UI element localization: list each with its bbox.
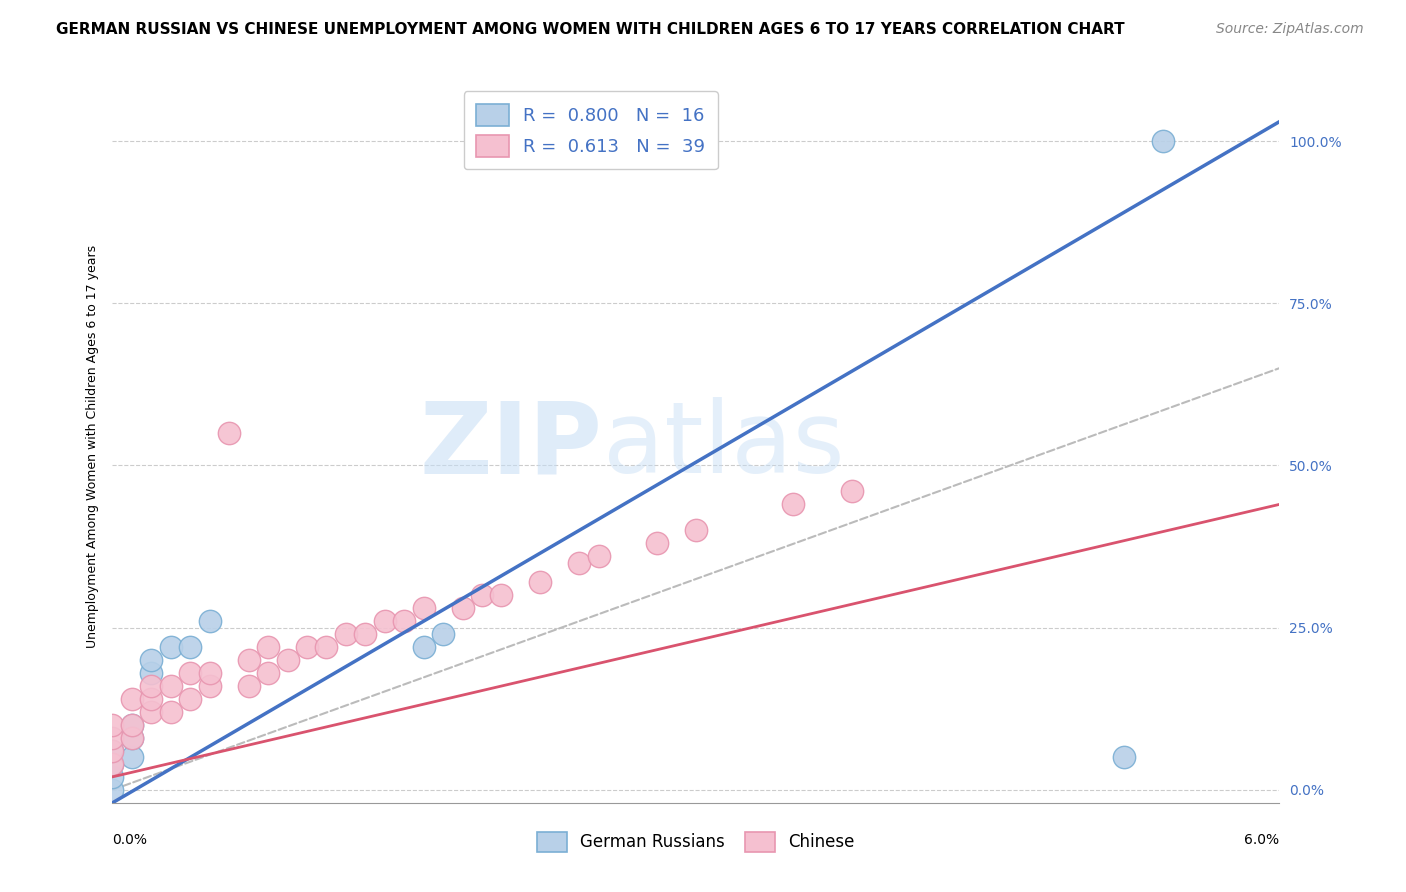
Point bbox=[101, 744, 124, 758]
Point bbox=[101, 718, 124, 732]
Point bbox=[374, 614, 396, 628]
Point bbox=[198, 614, 221, 628]
Text: atlas: atlas bbox=[603, 398, 844, 494]
Point bbox=[238, 653, 260, 667]
Point bbox=[179, 692, 201, 706]
Point bbox=[568, 556, 591, 570]
Point bbox=[141, 692, 163, 706]
Point bbox=[141, 666, 163, 681]
Point bbox=[160, 679, 183, 693]
Point bbox=[101, 782, 124, 797]
Point bbox=[295, 640, 318, 654]
Point bbox=[335, 627, 357, 641]
Point bbox=[354, 627, 377, 641]
Point bbox=[141, 705, 163, 719]
Point bbox=[238, 679, 260, 693]
Point bbox=[121, 692, 143, 706]
Point bbox=[141, 653, 163, 667]
Point bbox=[588, 549, 610, 564]
Point bbox=[412, 640, 434, 654]
Point bbox=[101, 770, 124, 784]
Point bbox=[394, 614, 416, 628]
Legend: German Russians, Chinese: German Russians, Chinese bbox=[530, 825, 862, 859]
Text: 6.0%: 6.0% bbox=[1244, 833, 1279, 847]
Point bbox=[218, 425, 240, 440]
Point bbox=[121, 718, 143, 732]
Point bbox=[432, 627, 454, 641]
Point bbox=[160, 640, 183, 654]
Point bbox=[101, 731, 124, 745]
Point bbox=[198, 666, 221, 681]
Point bbox=[257, 666, 280, 681]
Point bbox=[841, 484, 863, 499]
Point bbox=[101, 756, 124, 771]
Text: Source: ZipAtlas.com: Source: ZipAtlas.com bbox=[1216, 22, 1364, 37]
Point bbox=[160, 705, 183, 719]
Text: GERMAN RUSSIAN VS CHINESE UNEMPLOYMENT AMONG WOMEN WITH CHILDREN AGES 6 TO 17 YE: GERMAN RUSSIAN VS CHINESE UNEMPLOYMENT A… bbox=[56, 22, 1125, 37]
Point bbox=[101, 756, 124, 771]
Point bbox=[471, 588, 494, 602]
Point bbox=[121, 750, 143, 764]
Point bbox=[1112, 750, 1135, 764]
Point bbox=[179, 640, 201, 654]
Point bbox=[276, 653, 298, 667]
Point bbox=[491, 588, 513, 602]
Text: 0.0%: 0.0% bbox=[112, 833, 148, 847]
Point bbox=[1152, 134, 1174, 148]
Point bbox=[451, 601, 474, 615]
Point bbox=[412, 601, 434, 615]
Point bbox=[121, 731, 143, 745]
Point bbox=[257, 640, 280, 654]
Point bbox=[121, 718, 143, 732]
Y-axis label: Unemployment Among Women with Children Ages 6 to 17 years: Unemployment Among Women with Children A… bbox=[86, 244, 98, 648]
Point bbox=[782, 497, 804, 511]
Point bbox=[315, 640, 337, 654]
Point bbox=[121, 731, 143, 745]
Point bbox=[101, 744, 124, 758]
Point bbox=[179, 666, 201, 681]
Point bbox=[685, 524, 707, 538]
Point bbox=[141, 679, 163, 693]
Point bbox=[198, 679, 221, 693]
Text: ZIP: ZIP bbox=[420, 398, 603, 494]
Point bbox=[529, 575, 551, 590]
Point bbox=[645, 536, 668, 550]
